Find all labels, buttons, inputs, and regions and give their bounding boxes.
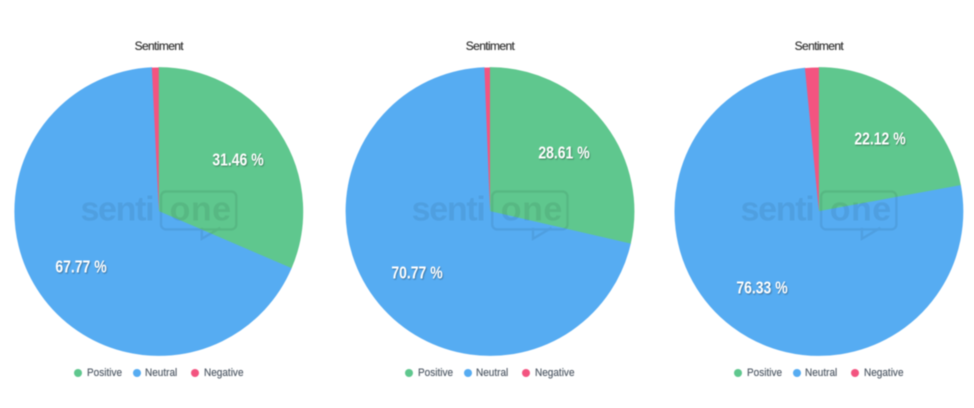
svg-text:one: one [501,191,563,229]
svg-text:senti: senti [412,191,485,229]
svg-text:one: one [170,191,232,229]
svg-text:senti: senti [80,191,153,229]
svg-text:one: one [830,191,892,229]
svg-text:senti: senti [741,191,814,229]
